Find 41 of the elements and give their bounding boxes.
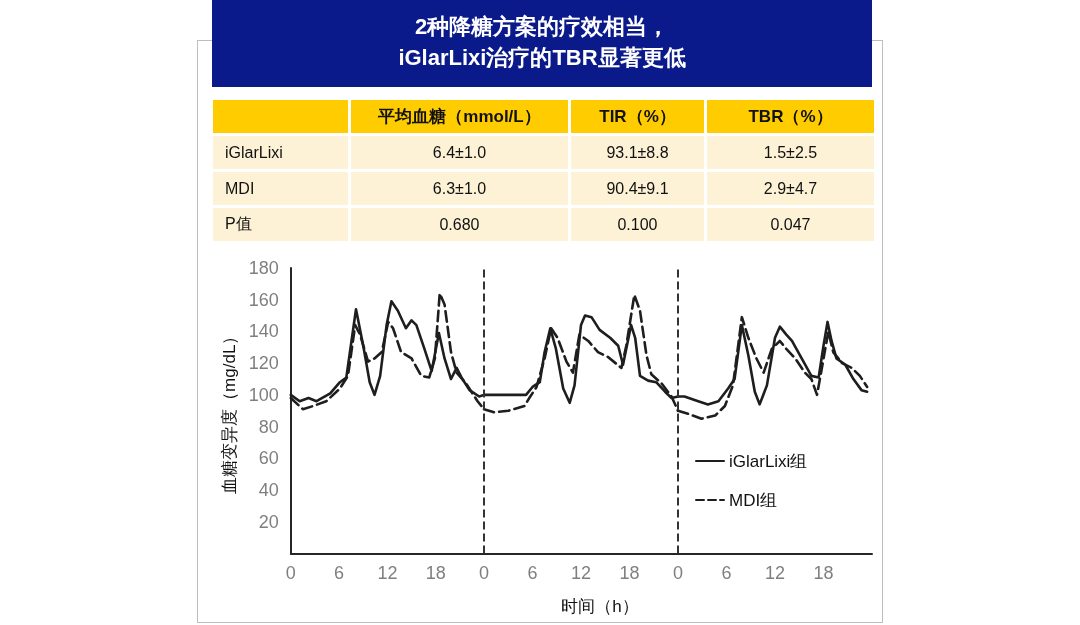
y-tick-label: 80 — [258, 416, 279, 437]
x-tick-label: 6 — [721, 562, 732, 583]
x-tick-label: 18 — [425, 562, 446, 583]
legend-label: MDI组 — [729, 490, 778, 510]
x-tick-label: 12 — [764, 562, 786, 583]
category-label: P值 — [225, 215, 252, 232]
text: 2种降糖方案的疗效相当， iGlarLixi治疗的TBR显著更低 — [212, 0, 872, 87]
x-tick-label: 18 — [813, 562, 834, 583]
legend-label: iGlarLixi组 — [729, 451, 808, 471]
category-label: 平均血糖（mmol/L） — [351, 100, 568, 133]
x-tick-label: 18 — [619, 562, 640, 583]
y-axis-title: 血糖变异度（mg/dL） — [219, 327, 239, 494]
text: 6.4±1.0 — [432, 143, 487, 161]
category-label: iGlarLixi — [225, 143, 283, 161]
y-tick-label: 20 — [258, 511, 279, 532]
text: 0.047 — [770, 215, 811, 233]
category-label: MDI — [225, 179, 255, 197]
text: 0.100 — [617, 215, 658, 233]
text: 6.3±1.0 — [432, 179, 487, 197]
x-tick-label: 6 — [334, 562, 345, 583]
y-tick-label: 100 — [248, 384, 279, 405]
y-tick-label: 160 — [248, 289, 279, 310]
x-tick-label: 12 — [571, 562, 592, 583]
category-label: TBR（%） — [707, 100, 874, 133]
x-tick-label: 0 — [479, 562, 490, 583]
text: 2.9±4.7 — [763, 179, 818, 197]
x-tick-label: 0 — [285, 562, 296, 583]
text: 1.5±2.5 — [763, 143, 818, 161]
text: 0.680 — [439, 215, 480, 233]
text: 90.4±9.1 — [606, 179, 669, 197]
x-axis-title: 时间（h） — [561, 596, 640, 616]
y-tick-label: 60 — [258, 448, 279, 469]
y-tick-label: 140 — [248, 321, 279, 342]
y-tick-label: 180 — [248, 258, 279, 278]
y-tick-label: 40 — [258, 480, 279, 501]
y-tick-label: 120 — [248, 353, 279, 374]
text: 93.1±8.8 — [606, 143, 669, 161]
x-tick-label: 12 — [377, 562, 398, 583]
x-tick-label: 6 — [527, 562, 538, 583]
category-label: TIR（%） — [571, 100, 704, 133]
x-tick-label: 0 — [672, 562, 684, 583]
